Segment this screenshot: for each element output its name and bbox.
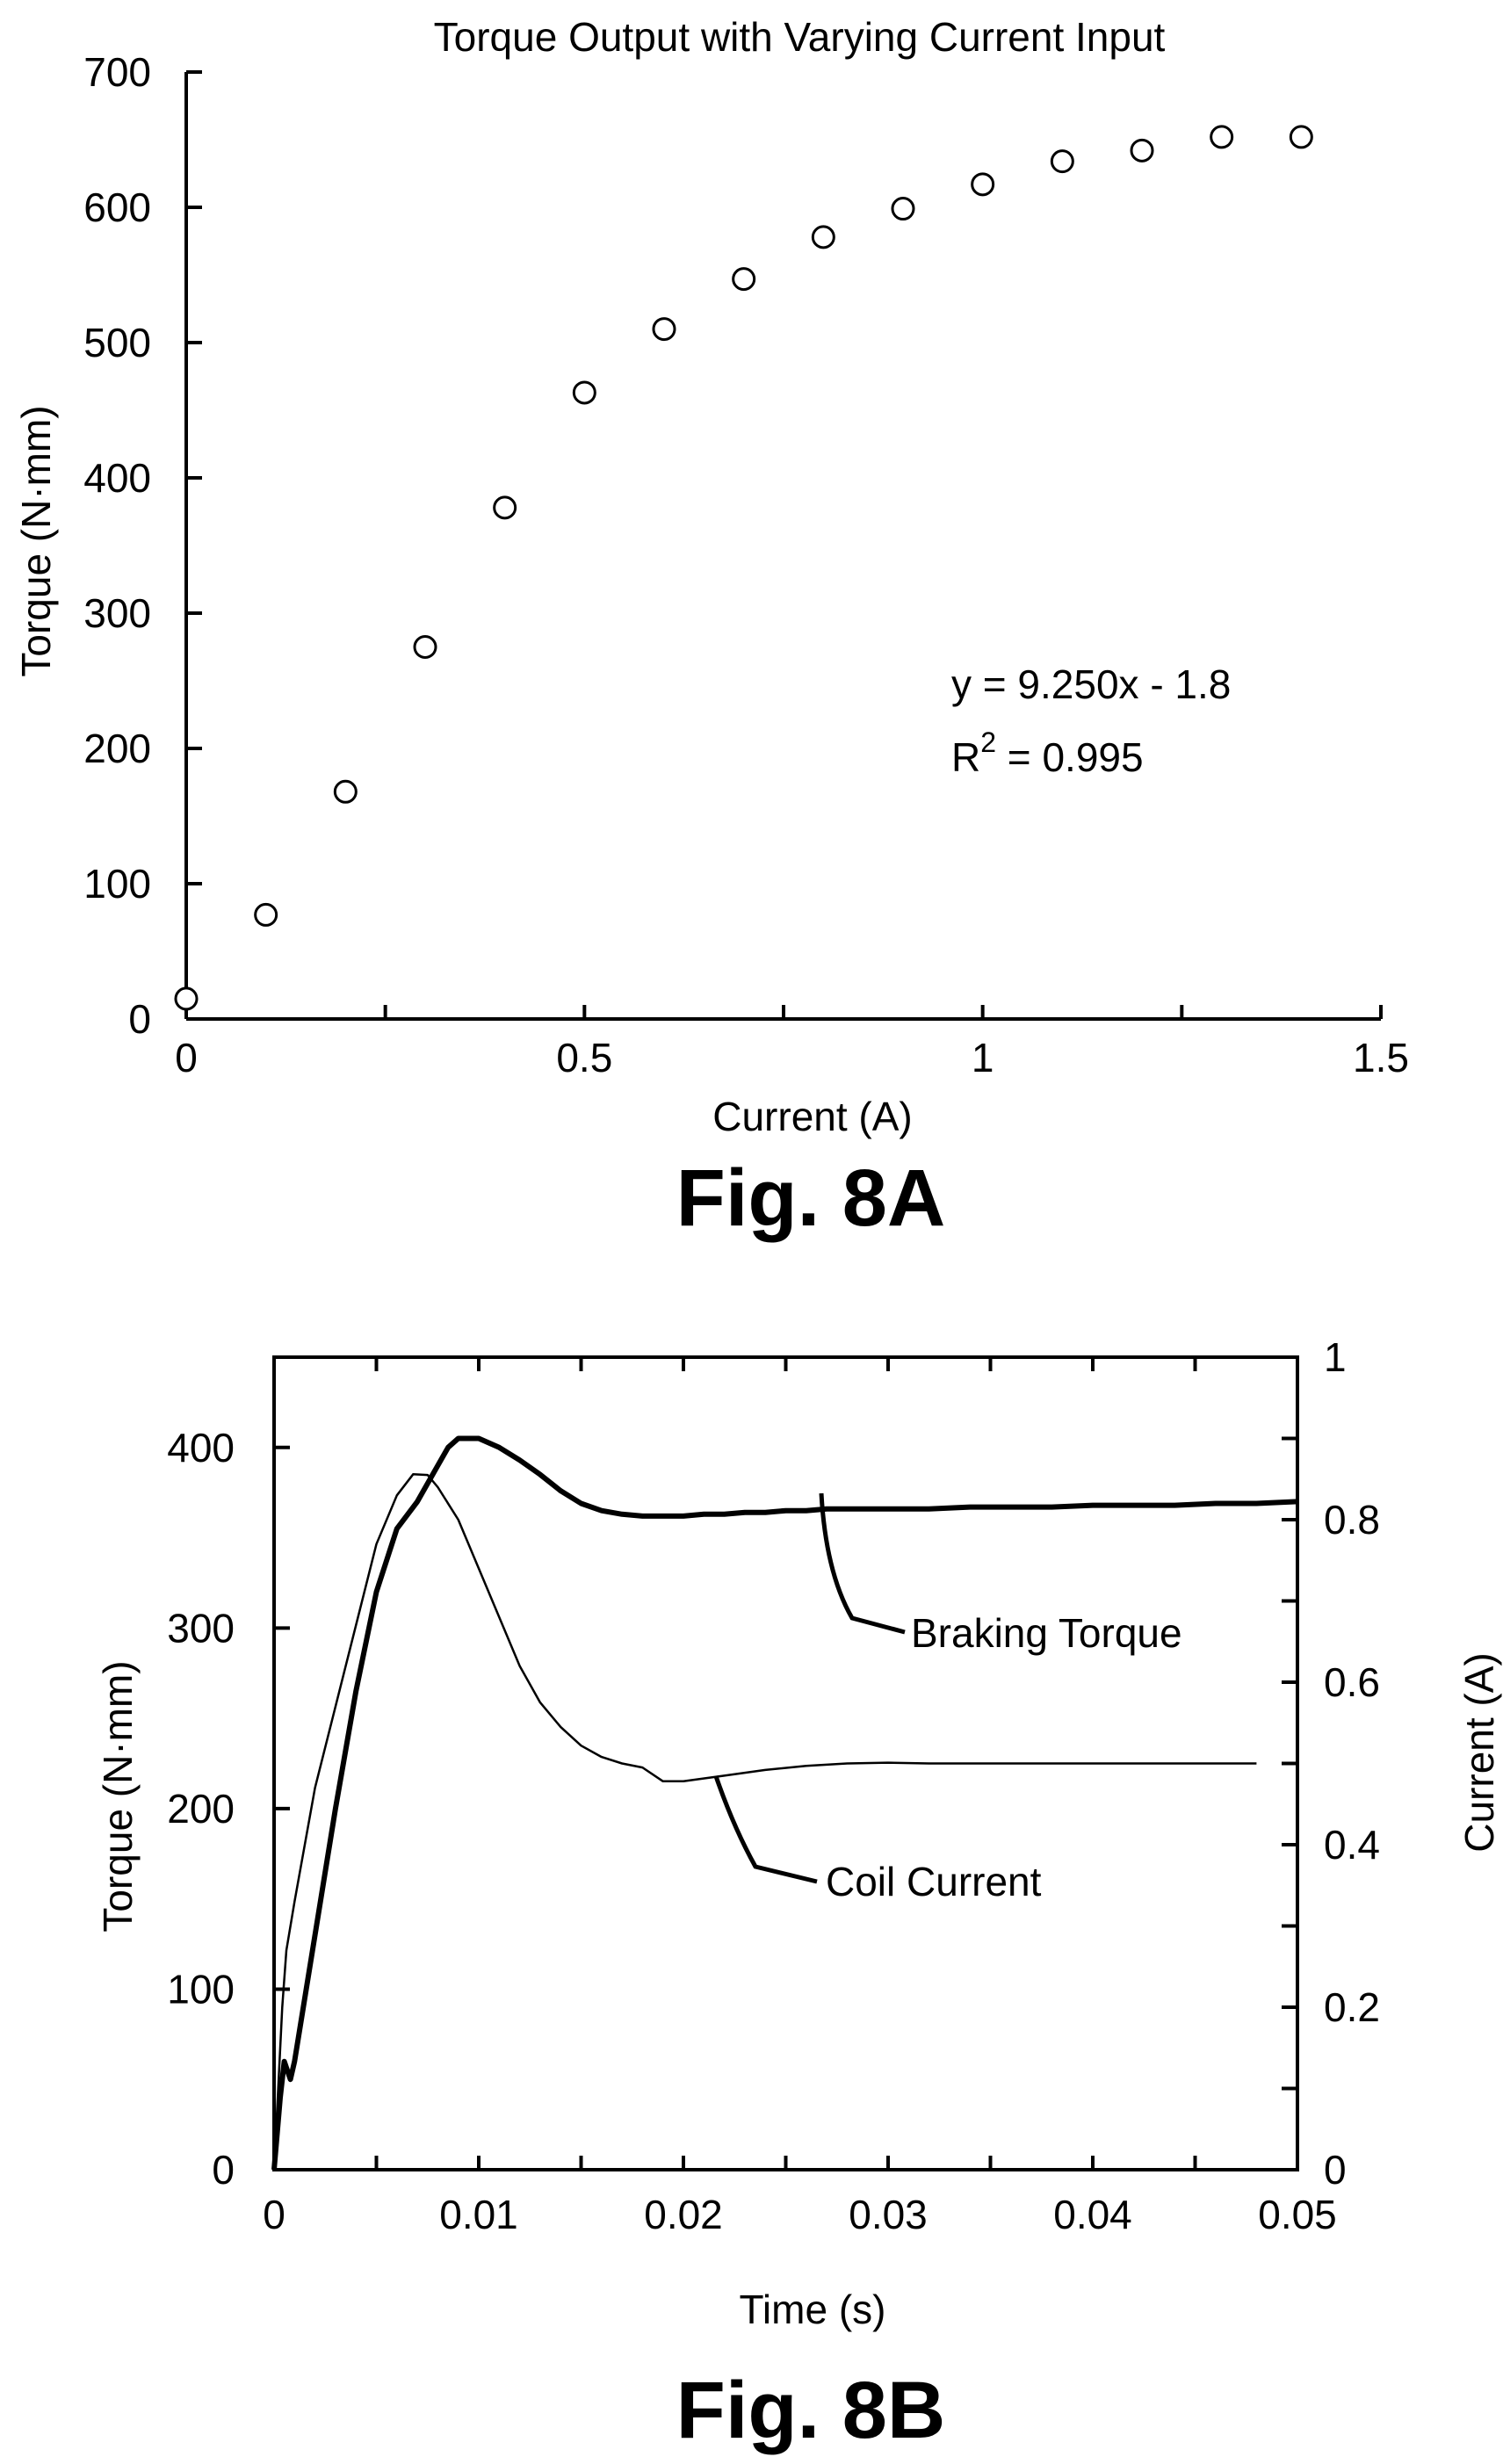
braking-torque-line [271,1435,1298,2171]
chart-8a-points [174,125,1313,1011]
chart-8a-x-tick-label: 1 [972,1035,994,1080]
chart-8b-y-tick-label: 400 [167,1425,235,1470]
coil-current-leader-line [713,1775,818,1884]
chart-8b-y2-tick-label: 0.6 [1324,1659,1380,1705]
chart-8a-data-point [652,317,676,342]
chart-8a-y-tick-label: 400 [83,455,151,501]
chart-8b-axes: 0 0.01 0.02 0.03 0.04 0.05010020030040000.20.… [167,1334,1380,2237]
chart-8b-lines [271,1435,1298,2171]
chart-8a-y-tick-label: 200 [83,726,151,771]
chart-8a-data-point [413,635,437,659]
chart-8b-y-axis-label: Torque (N·mm) [95,1660,141,1932]
chart-8b-y2-tick-label: 0.8 [1324,1497,1380,1543]
braking-torque-label: Braking Torque [911,1610,1182,1656]
chart-8a-data-point [971,172,995,197]
chart-8b: 0 0.01 0.02 0.03 0.04 0.05010020030040000.20.… [95,1334,1502,2455]
chart-8a-data-point [572,380,596,405]
chart-8a-data-point [1050,149,1074,174]
chart-8a-r-squared: R2 = 0.995 [951,726,1144,780]
chart-8a-y-tick-label: 700 [83,49,151,95]
chart-8a-x-tick-label: 0.5 [556,1035,612,1080]
chart-8a-x-tick-label: 1.5 [1353,1035,1409,1080]
chart-8a-data-point [732,267,756,292]
chart-8a: Torque Output with Varying Current Input… [13,14,1409,1243]
chart-8a-title: Torque Output with Varying Current Input [434,14,1166,60]
chart-8b-y2-tick-label: 0.4 [1324,1822,1380,1868]
chart-8b-x-tick-label: 0 [263,2192,285,2237]
chart-8a-y-tick-label: 100 [83,861,151,907]
chart-8b-y2-axis-label: Current (A) [1456,1652,1502,1852]
chart-8a-data-point [493,495,517,520]
r2-superscript: 2 [980,726,996,758]
chart-8a-data-point [174,986,199,1011]
chart-8b-y-tick-label: 300 [167,1605,235,1651]
chart-8a-y-tick-label: 0 [128,996,151,1042]
chart-8b-y2-tick-label: 0.2 [1324,1984,1380,2030]
fig-8a-caption: Fig. 8A [676,1153,946,1243]
coil-current-line [272,1472,1257,2171]
chart-8b-x-axis-label: Time (s) [740,2287,886,2332]
chart-8b-x-tick-label: 0.02 [644,2192,723,2237]
chart-8a-y-axis-label: Torque (N·mm) [13,405,59,676]
chart-8b-y-tick-label: 0 [212,2147,235,2193]
chart-8b-y2-tick-label: 0 [1324,2147,1347,2193]
chart-8a-x-axis-label: Current (A) [712,1094,912,1139]
braking-torque-leader-line [819,1492,906,1635]
chart-8b-y-tick-label: 200 [167,1786,235,1832]
chart-8a-fit-equation: y = 9.250x - 1.8 [951,661,1231,707]
chart-8a-data-point [811,225,835,249]
chart-8b-x-tick-label: 0.03 [849,2192,928,2237]
r2-value: = 0.995 [996,734,1144,780]
chart-8b-x-tick-label: 0.04 [1053,2192,1132,2237]
chart-8a-axes: 0 0.5 1 1.5 0 100 200 300 400 500 600 700 [83,49,1409,1080]
chart-8b-y2-tick-label: 1 [1324,1334,1347,1380]
chart-8a-data-point [891,197,915,221]
chart-8a-y-tick-label: 600 [83,184,151,230]
chart-8a-y-tick-label: 500 [83,320,151,365]
chart-8b-x-tick-label: 0.01 [439,2192,518,2237]
chart-8a-data-point [254,902,278,927]
chart-8a-data-point [1130,138,1154,163]
r2-base: R [951,734,980,780]
chart-8a-data-point [333,779,358,804]
coil-current-label: Coil Current [826,1859,1042,1904]
chart-8b-x-tick-label: 0.05 [1258,2192,1337,2237]
chart-8a-y-tick-label: 300 [83,590,151,636]
chart-8a-x-tick-label: 0 [175,1035,198,1080]
chart-8a-data-point [1210,125,1234,149]
chart-8a-data-point [1289,125,1313,149]
fig-8b-caption: Fig. 8B [676,2366,946,2455]
chart-8b-y-tick-label: 100 [167,1966,235,2012]
